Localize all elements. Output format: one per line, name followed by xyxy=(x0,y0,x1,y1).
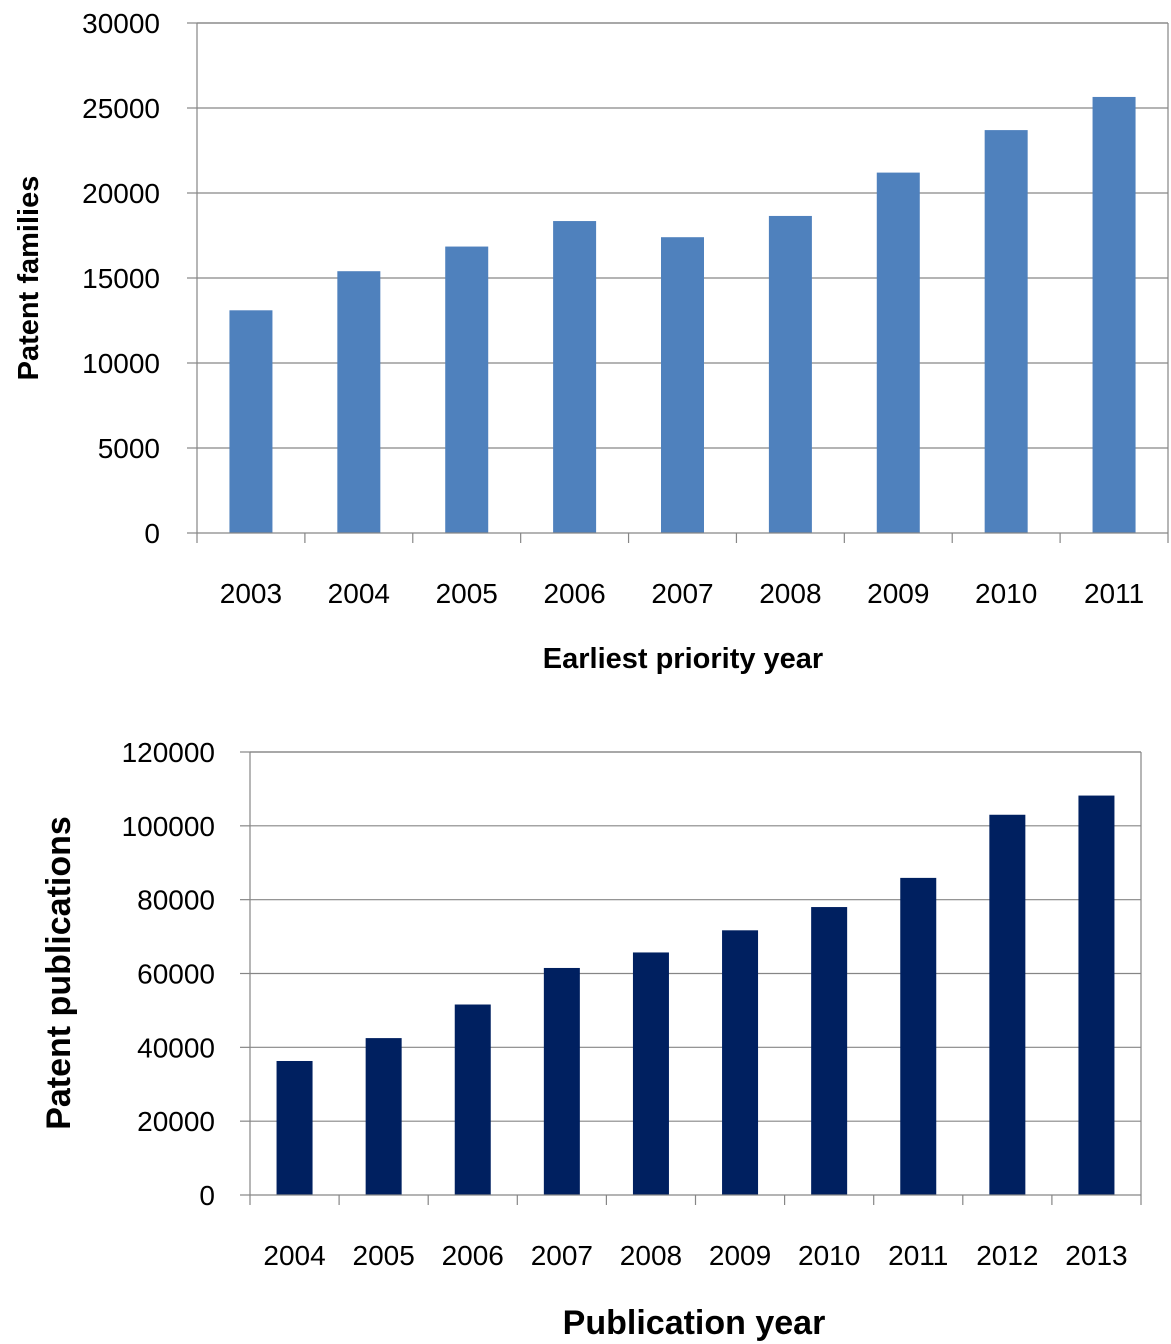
y-tick-label: 20000 xyxy=(137,1106,215,1137)
y-tick-label: 5000 xyxy=(98,433,160,464)
bar-2005 xyxy=(445,246,489,534)
axes xyxy=(187,22,1169,543)
y-tick-label: 100000 xyxy=(122,811,215,842)
bar-2007 xyxy=(543,967,580,1195)
x-tick-label: 2013 xyxy=(1065,1240,1127,1271)
bars xyxy=(229,96,1136,534)
y-tick-labels: 0 5000 10000 15000 20000 25000 30000 xyxy=(82,8,160,549)
x-tick-label: 2005 xyxy=(353,1240,415,1271)
y-tick-label: 15000 xyxy=(82,263,160,294)
y-tick-label: 0 xyxy=(199,1180,215,1211)
y-tick-label: 120000 xyxy=(122,737,215,768)
bar-2004 xyxy=(276,1060,313,1195)
bar-2005 xyxy=(365,1038,402,1195)
y-tick-label: 80000 xyxy=(137,885,215,916)
y-axis-title: Patent publications xyxy=(40,816,78,1130)
bar-2012 xyxy=(989,814,1026,1195)
y-axis-title: Patent families xyxy=(13,176,45,381)
y-tick-label: 40000 xyxy=(137,1032,215,1063)
x-axis-title: Earliest priority year xyxy=(543,643,823,675)
x-tick-label: 2006 xyxy=(442,1240,504,1271)
bar-2011 xyxy=(900,877,937,1195)
x-tick-label: 2010 xyxy=(798,1240,860,1271)
x-tick-label: 2007 xyxy=(531,1240,593,1271)
bar-2010 xyxy=(984,130,1028,533)
bar-2009 xyxy=(876,172,920,533)
y-tick-label: 25000 xyxy=(82,93,160,124)
x-tick-label: 2009 xyxy=(709,1240,771,1271)
x-tick-label: 2012 xyxy=(976,1240,1038,1271)
x-tick-label: 2004 xyxy=(263,1240,325,1271)
x-tick-label: 2010 xyxy=(975,578,1037,609)
y-tick-label: 20000 xyxy=(82,178,160,209)
x-tick-label: 2009 xyxy=(867,578,929,609)
x-tick-label: 2008 xyxy=(759,578,821,609)
y-tick-label: 30000 xyxy=(82,8,160,39)
y-tick-label: 60000 xyxy=(137,959,215,990)
y-tick-label: 0 xyxy=(144,518,160,549)
x-tick-label: 2005 xyxy=(436,578,498,609)
bar-2004 xyxy=(337,271,381,533)
bar-2010 xyxy=(811,907,848,1195)
bar-2006 xyxy=(454,1004,491,1195)
x-tick-label: 2011 xyxy=(1084,578,1144,609)
x-tick-labels: 2003 2004 2005 2006 2007 2008 2009 2010 2011 xyxy=(220,578,1144,609)
bar-2008 xyxy=(768,215,812,533)
bar-2006 xyxy=(553,221,597,534)
y-tick-label: 10000 xyxy=(82,348,160,379)
bar-2011 xyxy=(1092,96,1136,533)
x-tick-label: 2011 xyxy=(888,1240,948,1271)
x-tick-labels: 2004 2005 2006 2007 2008 2009 2010 2011 2012 2013 xyxy=(263,1240,1127,1271)
x-tick-label: 2008 xyxy=(620,1240,682,1271)
x-tick-label: 2004 xyxy=(328,578,390,609)
x-axis-title: Publication year xyxy=(563,1304,826,1342)
bar-2009 xyxy=(722,930,759,1195)
axes xyxy=(240,751,1142,1205)
bars xyxy=(276,795,1115,1195)
x-tick-label: 2006 xyxy=(543,578,605,609)
x-tick-label: 2003 xyxy=(220,578,282,609)
bar-2013 xyxy=(1078,795,1115,1195)
bar-2007 xyxy=(661,237,704,533)
y-tick-labels: 0 20000 40000 60000 80000 100000 120000 xyxy=(122,737,215,1211)
x-tick-label: 2007 xyxy=(651,578,713,609)
bar-2008 xyxy=(632,952,669,1195)
bar-2003 xyxy=(229,310,273,533)
